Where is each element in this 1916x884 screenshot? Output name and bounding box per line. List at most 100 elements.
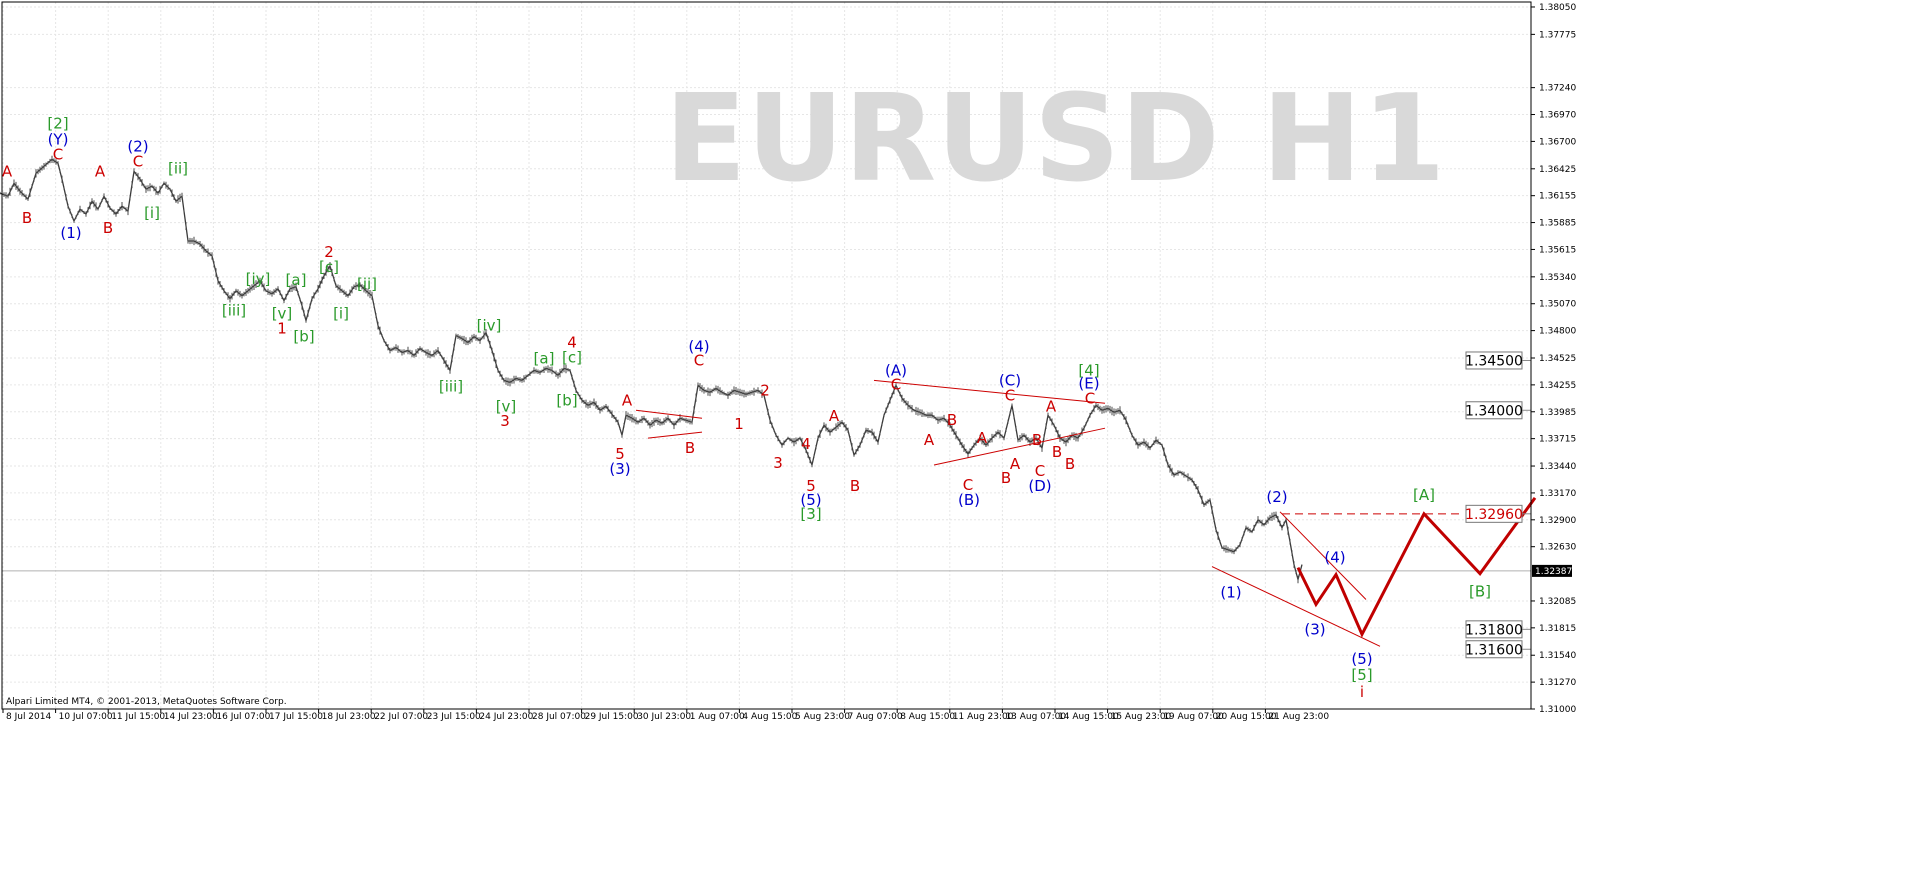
x-tick-label: 24 Jul 23:00 <box>479 712 533 722</box>
y-tick-label: 1.34525 <box>1539 354 1576 364</box>
wave-label: (E) <box>1078 374 1099 392</box>
wave-label: (D) <box>1028 477 1051 495</box>
x-tick-label: 22 Jul 07:00 <box>374 712 428 722</box>
wave-label: C <box>1005 386 1015 404</box>
current-price-label: 1.32387 <box>1535 567 1572 577</box>
wave-label: C <box>963 476 973 494</box>
wave-label: 3 <box>500 412 510 430</box>
wave-label: [a] <box>286 271 307 289</box>
wave-label: B <box>947 411 957 429</box>
wave-label: [v] <box>272 305 293 323</box>
trend-line <box>647 431 703 439</box>
y-tick-label: 1.38050 <box>1539 3 1576 13</box>
wave-label: [4] <box>1078 361 1099 379</box>
wave-label: B <box>1052 443 1062 461</box>
wave-label: [ii] <box>357 275 377 293</box>
x-tick-label: 16 Jul 07:00 <box>216 712 270 722</box>
wave-label: 4 <box>567 334 577 352</box>
wave-label: A <box>1010 455 1021 473</box>
x-tick-label: 20 Aug 15:00 <box>1216 712 1277 722</box>
wave-label: B <box>1032 431 1042 449</box>
y-tick-label: 1.33715 <box>1539 435 1576 445</box>
wave-label: (4) <box>1324 549 1345 567</box>
wave-label: C <box>1085 389 1095 407</box>
y-tick-label: 1.35340 <box>1539 273 1576 283</box>
wave-label: [iii] <box>222 302 246 320</box>
x-tick-label: 8 Jul 2014 <box>6 712 51 722</box>
wave-label: (B) <box>958 491 980 509</box>
wave-label: [2] <box>47 114 68 132</box>
axes: 1.38050 1.37775 1.37240 1.36970 1.36700 1.364… <box>1 1 1576 722</box>
x-tick-label: 14 Jul 23:00 <box>164 712 218 722</box>
projection-path <box>1296 497 1537 638</box>
y-tick-label: 1.32630 <box>1539 543 1576 553</box>
wave-label: B <box>103 219 113 237</box>
x-tick-label: 13 Aug 07:00 <box>1005 712 1066 722</box>
x-tick-label: 30 Jul 23:00 <box>637 712 691 722</box>
x-tick-label: 18 Jul 23:00 <box>322 712 376 722</box>
wave-labels: AB[2](Y)C(1)AB(2)C [ii][i][iii][iy][v]1[a… <box>2 114 1491 701</box>
level-box <box>1465 504 1523 523</box>
wave-label: A <box>1046 397 1057 415</box>
wave-label: A <box>2 162 13 180</box>
level-boxes: 1.34500 1.34000 1.32960 1.31800 1.31600 <box>1465 351 1531 659</box>
y-tick-label: 1.37240 <box>1539 84 1576 94</box>
y-tick-label: 1.34800 <box>1539 327 1576 337</box>
level-box-value: 1.32960 <box>1465 507 1523 523</box>
wave-label: [i] <box>144 204 160 222</box>
wave-label: [iv] <box>477 317 502 335</box>
y-tick-label: 1.37775 <box>1539 30 1576 40</box>
y-tick-label: 1.36700 <box>1539 137 1576 147</box>
y-tick-label: 1.31270 <box>1539 678 1576 688</box>
wave-label: (1) <box>60 224 81 242</box>
wave-label: A <box>829 407 840 425</box>
wave-label: (2) <box>127 137 148 155</box>
wave-label: 4 <box>801 435 811 453</box>
wave-label: (1) <box>1220 583 1241 601</box>
wave-label: [iii] <box>439 377 463 395</box>
wave-label: 2 <box>760 381 770 399</box>
wave-label: C <box>1035 462 1045 480</box>
wave-label: (5) <box>800 491 821 509</box>
level-box-value: 1.31800 <box>1465 622 1523 638</box>
copyright-text: Alpari Limited MT4, © 2001-2013, MetaQuo… <box>6 697 287 707</box>
level-box <box>1465 620 1523 639</box>
y-tick-label: 1.33985 <box>1539 408 1576 418</box>
y-tick-label: 1.33440 <box>1539 462 1576 472</box>
wave-label: B <box>1001 469 1011 487</box>
wave-label: [5] <box>1351 666 1372 684</box>
wave-label: B <box>850 477 860 495</box>
wave-label: B <box>1065 455 1075 473</box>
wave-label: [b] <box>556 391 577 409</box>
x-tick-label: 5 Aug 23:00 <box>795 712 850 722</box>
trend-line <box>1279 511 1367 600</box>
level-box-value: 1.34000 <box>1465 403 1523 419</box>
y-tick-label: 1.34255 <box>1539 381 1576 391</box>
wave-label: A <box>95 162 106 180</box>
wave-label: 1 <box>277 320 287 338</box>
wave-label: C <box>694 351 704 369</box>
level-box <box>1465 351 1523 370</box>
y-tick-label: 1.36155 <box>1539 192 1576 202</box>
wave-label: [b] <box>293 328 314 346</box>
wave-label: (4) <box>688 338 709 356</box>
wave-label: i <box>1360 683 1364 701</box>
level-box-value: 1.31600 <box>1465 642 1523 658</box>
y-tick-label: 1.32085 <box>1539 597 1576 607</box>
wave-label: 2 <box>324 243 334 261</box>
wave-label: [iy] <box>246 270 271 288</box>
wave-label: (C) <box>999 371 1021 389</box>
x-tick-label: 15 Aug 23:00 <box>1111 712 1172 722</box>
wave-label: A <box>977 429 988 447</box>
wave-label: [ii] <box>168 159 188 177</box>
x-tick-label: 28 Jul 07:00 <box>532 712 586 722</box>
wave-label: (A) <box>885 361 907 379</box>
plot-frame <box>1 1 1532 710</box>
wave-label: C <box>133 152 143 170</box>
wave-label: [c] <box>319 258 339 276</box>
x-tick-label: 4 Aug 15:00 <box>742 712 797 722</box>
wave-label: 3 <box>773 454 783 472</box>
wave-label: A <box>924 431 935 449</box>
x-tick-label: 21 Aug 23:00 <box>1268 712 1329 722</box>
